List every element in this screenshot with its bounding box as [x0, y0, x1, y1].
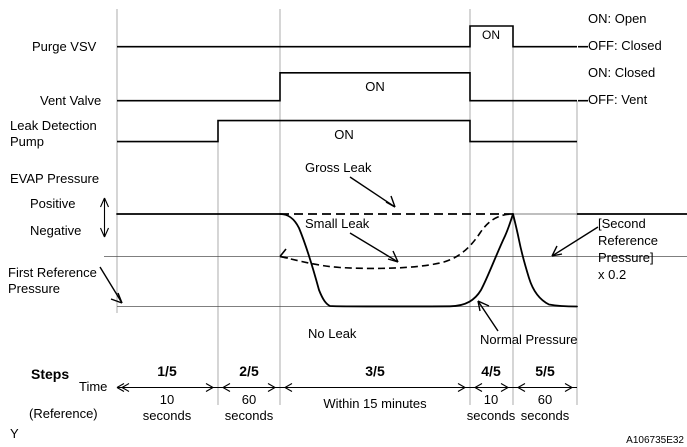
- svg-text:ON: ON: [365, 79, 385, 94]
- svg-text:3/5: 3/5: [365, 363, 385, 379]
- svg-text:OFF: Closed: OFF: Closed: [588, 38, 662, 53]
- svg-text:Time: Time: [79, 379, 107, 394]
- svg-text:seconds: seconds: [143, 408, 192, 423]
- svg-text:Steps: Steps: [31, 366, 69, 382]
- svg-text:Pressure]: Pressure]: [598, 250, 654, 265]
- svg-text:60: 60: [538, 392, 552, 407]
- svg-text:ON: ON: [334, 127, 354, 142]
- svg-text:Purge VSV: Purge VSV: [32, 39, 97, 54]
- svg-text:10: 10: [484, 392, 498, 407]
- svg-text:Negative: Negative: [30, 223, 81, 238]
- svg-text:Vent Valve: Vent Valve: [40, 93, 101, 108]
- svg-text:(Reference): (Reference): [29, 406, 98, 421]
- svg-text:10: 10: [160, 392, 174, 407]
- svg-text:Leak Detection: Leak Detection: [10, 118, 97, 133]
- svg-text:A106735E32: A106735E32: [626, 435, 684, 446]
- svg-text:No Leak: No Leak: [308, 326, 357, 341]
- svg-text:ON: ON: [482, 28, 500, 42]
- svg-text:4/5: 4/5: [481, 363, 501, 379]
- svg-text:Normal Pressure: Normal Pressure: [480, 332, 578, 347]
- svg-text:60: 60: [242, 392, 256, 407]
- svg-text:First Reference: First Reference: [8, 265, 97, 280]
- svg-text:EVAP Pressure: EVAP Pressure: [10, 171, 99, 186]
- svg-text:Y: Y: [10, 426, 19, 441]
- svg-text:x 0.2: x 0.2: [598, 267, 626, 282]
- svg-text:2/5: 2/5: [239, 363, 259, 379]
- svg-text:Reference: Reference: [598, 233, 658, 248]
- svg-text:Within 15 minutes: Within 15 minutes: [323, 396, 427, 411]
- svg-text:[Second: [Second: [598, 216, 646, 231]
- svg-text:Pump: Pump: [10, 134, 44, 149]
- svg-text:Gross Leak: Gross Leak: [305, 160, 372, 175]
- svg-text:seconds: seconds: [225, 408, 274, 423]
- svg-text:OFF: Vent: OFF: Vent: [588, 92, 648, 107]
- svg-text:1/5: 1/5: [157, 363, 177, 379]
- svg-text:seconds: seconds: [521, 408, 570, 423]
- svg-text:Pressure: Pressure: [8, 281, 60, 296]
- svg-text:Positive: Positive: [30, 196, 76, 211]
- svg-text:Small Leak: Small Leak: [305, 216, 370, 231]
- svg-text:ON: Closed: ON: Closed: [588, 65, 655, 80]
- svg-text:seconds: seconds: [467, 408, 516, 423]
- svg-text:5/5: 5/5: [535, 363, 555, 379]
- svg-text:ON: Open: ON: Open: [588, 11, 647, 26]
